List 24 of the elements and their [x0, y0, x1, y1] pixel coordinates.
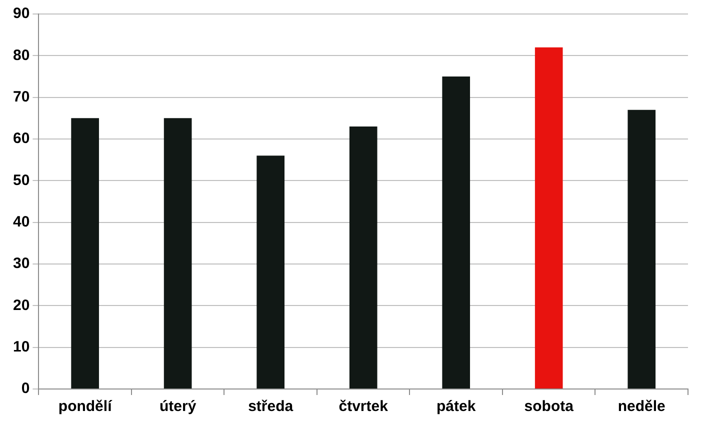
x-tick-label: neděle — [618, 398, 666, 416]
bar — [628, 110, 656, 388]
bar — [256, 156, 284, 388]
y-tick-label: 30 — [12, 255, 30, 272]
y-tick-label: 0 — [21, 380, 30, 398]
x-tick-label: sobota — [524, 398, 574, 416]
bar — [442, 76, 470, 388]
y-tick-label: 60 — [12, 130, 30, 148]
bar — [349, 126, 378, 388]
y-tick-label: 10 — [12, 338, 30, 356]
x-tick-label: pátek — [436, 398, 476, 416]
x-tick-label: úterý — [159, 398, 197, 416]
bar — [71, 118, 99, 388]
bar — [534, 47, 563, 388]
y-tick-label: 20 — [12, 296, 30, 314]
x-tick-label: středa — [248, 398, 294, 416]
x-tick-label: čtvrtek — [338, 398, 389, 416]
y-tick-label: 40 — [12, 213, 30, 230]
y-tick-label: 80 — [12, 46, 30, 64]
y-tick-label: 90 — [12, 5, 30, 22]
y-tick-label: 50 — [12, 172, 30, 189]
x-tick-label: pondělí — [58, 398, 113, 416]
y-tick-label: 70 — [12, 88, 30, 106]
bar — [164, 118, 192, 388]
